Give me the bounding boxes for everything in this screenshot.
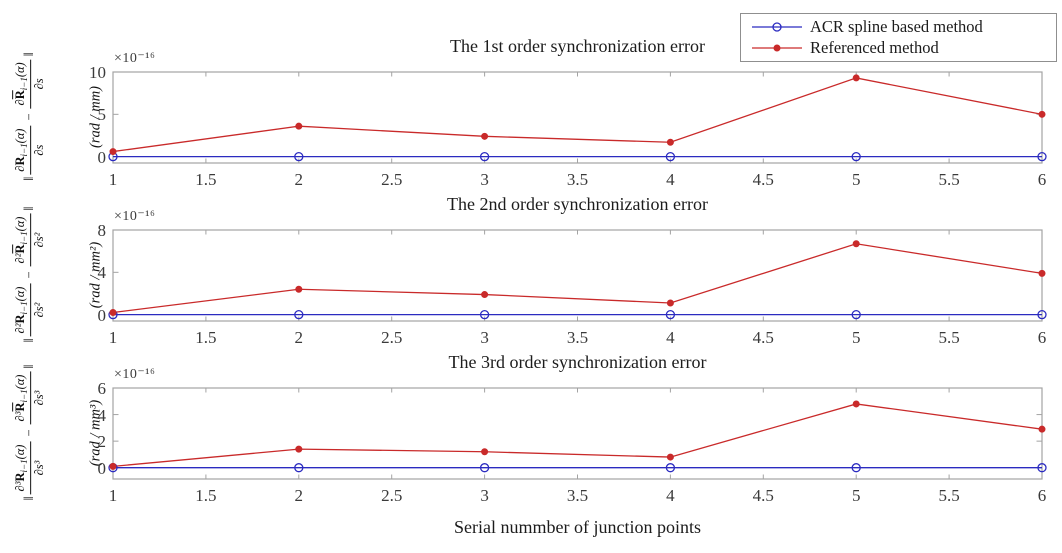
series-marker <box>851 152 861 162</box>
norm-delimiter: ‖ <box>21 365 37 369</box>
y-axis-unit: (rad / mm³) <box>87 399 104 467</box>
series-line <box>112 243 1043 314</box>
plot-area <box>108 387 1047 480</box>
subplot-2nd-order: The 2nd order synchronization error ×10⁻… <box>0 158 1062 346</box>
x-tick-label: 4.5 <box>752 486 774 505</box>
fraction: ∂²Ri−1(α) ∂s² <box>13 213 47 267</box>
series-marker <box>665 463 676 473</box>
x-tick-label: 3.5 <box>566 486 589 505</box>
legend-label: ACR spline based method <box>810 16 983 36</box>
series-marker <box>294 310 304 320</box>
fraction: ∂³Ri−1(α) ∂s³ <box>13 441 47 495</box>
y-axis-exponent: ×10⁻¹⁶ <box>114 209 156 224</box>
legend-item-referenced: Referenced method <box>749 38 1056 60</box>
y-axis-exponent: ×10⁻¹⁶ <box>114 367 156 382</box>
plot-frame <box>112 229 1043 322</box>
series-marker <box>481 291 489 299</box>
subplot-title: The 1st order synchronization error <box>450 36 705 56</box>
series-marker <box>1038 110 1046 118</box>
series-marker <box>665 152 676 162</box>
series-marker <box>1037 310 1047 320</box>
norm-delimiter: ‖ <box>21 53 37 57</box>
series-marker <box>666 138 674 146</box>
y-axis-unit: (rad / mm) <box>87 85 104 149</box>
series-marker <box>294 152 304 162</box>
series-marker <box>1038 269 1046 277</box>
x-tick-label: 5 <box>851 486 861 505</box>
y-axis-exponent: ×10⁻¹⁶ <box>114 51 156 66</box>
series-line <box>112 403 1043 468</box>
line-filled-dot-icon <box>752 44 802 52</box>
series-marker <box>773 44 781 52</box>
legend-label: Referenced method <box>810 38 939 58</box>
series-marker <box>666 299 674 307</box>
legend: ACR spline based method Referenced metho… <box>740 13 1057 62</box>
plot-area <box>108 71 1047 164</box>
x-axis-label: Serial nummber of junction points <box>454 517 701 537</box>
norm-delimiter: ‖ <box>21 497 37 501</box>
subplot-3rd-order: The 3rd order synchronization error ×10⁻… <box>0 316 1062 504</box>
x-tick-label: 1.5 <box>195 486 217 505</box>
series-marker <box>295 445 303 453</box>
series-marker <box>481 132 489 140</box>
series-marker <box>852 400 860 408</box>
y-axis-formula: ‖ ∂³Ri−1(α) ∂s³ − ∂³Ri−1(α) ∂s³ ‖ <box>13 365 47 502</box>
series-marker <box>479 152 490 162</box>
x-tick-label: 5.5 <box>938 486 960 505</box>
series-marker <box>479 310 490 320</box>
series-marker <box>852 240 860 248</box>
series-marker <box>109 309 117 317</box>
fraction: ∂³Ri−1(α) ∂s³ <box>13 371 47 425</box>
legend-item-acr: ACR spline based method <box>749 16 1056 38</box>
line-open-circle-icon <box>752 22 802 32</box>
subplot-title: The 3rd order synchronization error <box>448 352 707 372</box>
series-marker <box>295 285 303 293</box>
subplot-title: The 2nd order synchronization error <box>447 194 708 214</box>
y-axis-unit: (rad / mm²) <box>87 241 104 309</box>
series-line <box>112 77 1043 153</box>
series-marker <box>666 453 674 461</box>
minus-sign: − <box>21 429 36 437</box>
plot-frame <box>112 71 1043 164</box>
series-marker <box>109 148 117 156</box>
minus-sign: − <box>21 271 36 279</box>
series-marker <box>295 122 303 130</box>
series-marker <box>851 310 861 320</box>
series-marker <box>772 22 782 32</box>
x-tick-label: 3 <box>480 486 489 505</box>
series-marker <box>481 448 489 456</box>
x-tick-label: 1 <box>108 486 118 505</box>
x-tick-label: 2 <box>294 486 304 505</box>
minus-sign: − <box>21 113 36 121</box>
series-marker <box>665 310 676 320</box>
series-marker <box>294 463 304 473</box>
series-marker <box>1037 152 1047 162</box>
plot-area <box>108 229 1047 322</box>
series-marker <box>1037 463 1047 473</box>
fraction: ∂Ri−1(α) ∂s <box>13 59 47 109</box>
series-marker <box>1038 425 1046 433</box>
series-marker <box>852 74 860 82</box>
series-marker <box>479 463 490 473</box>
series-marker <box>109 462 117 470</box>
series-marker <box>851 463 861 473</box>
norm-delimiter: ‖ <box>21 207 37 211</box>
x-tick-label: 2.5 <box>381 486 403 505</box>
x-tick-label: 6 <box>1037 486 1047 505</box>
plot-frame <box>112 387 1043 480</box>
x-tick-label: 4 <box>666 486 675 505</box>
